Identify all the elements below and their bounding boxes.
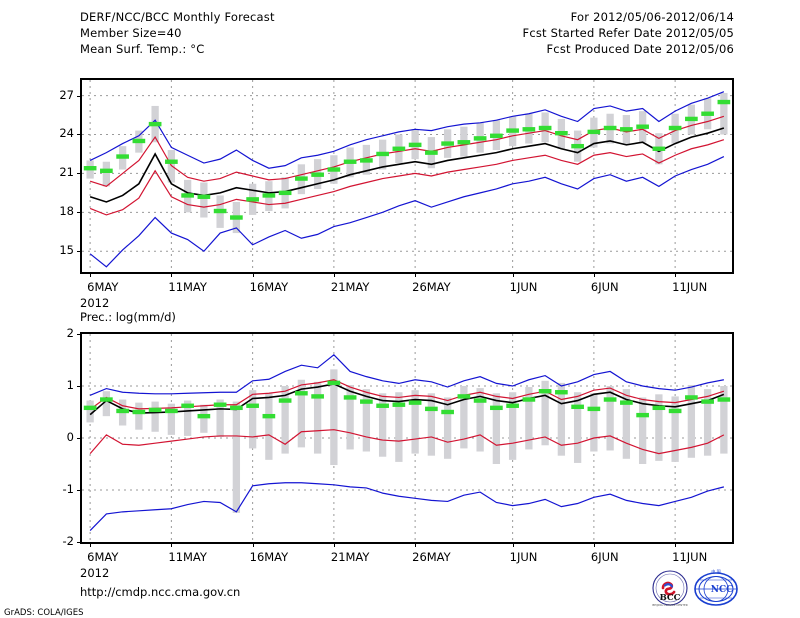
y-tick-label: 2	[66, 326, 74, 340]
y-tick-mark	[77, 386, 82, 387]
x-tick-label: 26MAY	[412, 550, 451, 564]
y-tick-mark	[77, 173, 82, 175]
x-tick-label: 11JUN	[672, 280, 708, 294]
x-tick-label: 11MAY	[168, 550, 207, 564]
x-tick-label: 1JUN	[509, 550, 538, 564]
x-tick-mark	[252, 272, 254, 277]
svg-text:中 国: 中 国	[711, 568, 720, 574]
ncc-logo: 中 国 NCC	[692, 568, 740, 616]
member-size-label: Member Size=40	[80, 26, 182, 40]
y-tick-mark	[77, 490, 82, 491]
x-tick-mark	[675, 272, 677, 277]
x-tick-mark	[333, 272, 335, 277]
x-tick-label: 16MAY	[249, 550, 289, 564]
chart-title: DERF/NCC/BCC Monthly Forecast	[80, 10, 275, 24]
x-tick-mark	[512, 542, 514, 547]
x-tick-mark	[512, 272, 514, 277]
x-tick-label: 26MAY	[412, 280, 451, 294]
y-tick-label: 21	[59, 165, 74, 180]
y-tick-label: -2	[62, 534, 74, 548]
y-tick-mark	[77, 251, 82, 253]
precipitation-plot	[80, 332, 734, 544]
y-tick-label: 15	[59, 243, 74, 258]
y-tick-mark	[77, 542, 82, 543]
x-tick-label: 21MAY	[330, 550, 370, 564]
precipitation-panel-title: Prec.: log(mm/d)	[80, 310, 176, 324]
x-tick-label: 6JUN	[590, 550, 619, 564]
svg-text:BCC: BCC	[660, 593, 681, 603]
x-tick-label: 1JUN	[509, 280, 538, 294]
forecast-period-label: For 2012/05/06-2012/06/14	[570, 10, 734, 24]
x-tick-label: 11MAY	[168, 280, 207, 294]
y-tick-label: 0	[66, 430, 74, 444]
x-tick-mark	[171, 542, 173, 547]
x-tick-label: 6MAY	[87, 550, 119, 564]
precipitation-plot-canvas	[82, 334, 732, 542]
x-tick-mark	[593, 272, 595, 277]
y-tick-label: 27	[59, 87, 74, 102]
y-tick-mark	[77, 134, 82, 136]
temperature-panel-title: Mean Surf. Temp.: °C	[80, 42, 205, 56]
y-tick-mark	[77, 334, 82, 335]
x-tick-mark	[90, 542, 92, 547]
temperature-plot	[80, 78, 734, 274]
temperature-plot-canvas	[82, 80, 732, 272]
x-tick-label: 6JUN	[590, 280, 619, 294]
bcc-logo: BCC BEIJING CLIMATE CENTER	[648, 568, 692, 616]
x-tick-label: 6MAY	[87, 280, 119, 294]
grads-credit: GrADS: COLA/IGES	[4, 608, 84, 618]
x-tick-label: 21MAY	[330, 280, 370, 294]
forecast-produced-date-label: Fcst Produced Date 2012/05/06	[546, 42, 734, 56]
svg-text:NCC: NCC	[711, 585, 734, 595]
y-tick-mark	[77, 95, 82, 97]
x-tick-mark	[415, 272, 417, 277]
x-tick-mark	[415, 542, 417, 547]
x-tick-label: 16MAY	[249, 280, 289, 294]
x-tick-mark	[252, 542, 254, 547]
x-tick-mark	[333, 542, 335, 547]
x-tick-mark	[593, 542, 595, 547]
temperature-x-axis-year: 2012	[80, 296, 110, 310]
forecast-start-date-label: Fcst Started Refer Date 2012/05/05	[522, 26, 734, 40]
y-tick-label: 1	[66, 378, 74, 392]
y-tick-mark	[77, 438, 82, 439]
x-tick-mark	[171, 272, 173, 277]
x-tick-label: 11JUN	[672, 550, 708, 564]
y-tick-label: 24	[59, 126, 74, 141]
y-tick-mark	[77, 212, 82, 214]
x-tick-mark	[675, 542, 677, 547]
y-tick-label: -1	[62, 482, 74, 496]
precipitation-x-axis-year: 2012	[80, 566, 110, 580]
x-tick-mark	[90, 272, 92, 277]
svg-text:BEIJING CLIMATE CENTER: BEIJING CLIMATE CENTER	[652, 603, 687, 607]
y-tick-label: 18	[59, 204, 74, 219]
source-url[interactable]: http://cmdp.ncc.cma.gov.cn	[80, 585, 241, 599]
